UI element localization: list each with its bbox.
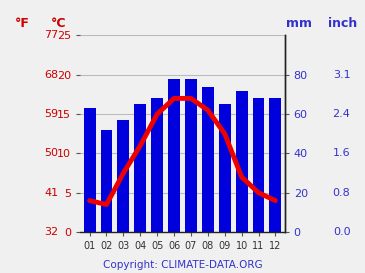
Bar	[134, 104, 146, 232]
Text: 77: 77	[44, 31, 58, 40]
Text: °C: °C	[51, 17, 66, 30]
Bar	[253, 98, 264, 232]
Text: 0.0: 0.0	[333, 227, 350, 237]
Text: Copyright: CLIMATE-DATA.ORG: Copyright: CLIMATE-DATA.ORG	[103, 260, 262, 270]
Text: 3.1: 3.1	[333, 70, 350, 80]
Text: 1.6: 1.6	[333, 149, 350, 158]
Bar	[168, 79, 180, 232]
Bar	[269, 98, 281, 232]
Bar	[101, 130, 112, 232]
Text: mm: mm	[286, 17, 312, 30]
Text: inch: inch	[328, 17, 358, 30]
Text: 41: 41	[44, 188, 58, 198]
Text: 2.4: 2.4	[333, 109, 350, 119]
Text: 50: 50	[45, 149, 58, 158]
Text: 32: 32	[44, 227, 58, 237]
Text: 59: 59	[44, 109, 58, 119]
Text: 0.8: 0.8	[333, 188, 350, 198]
Text: 68: 68	[44, 70, 58, 80]
Bar	[202, 87, 214, 232]
Text: °F: °F	[15, 17, 29, 30]
Bar	[185, 79, 197, 232]
Bar	[118, 120, 129, 232]
Bar	[236, 91, 247, 232]
Bar	[219, 104, 231, 232]
Bar	[151, 98, 163, 232]
Bar	[84, 108, 96, 232]
